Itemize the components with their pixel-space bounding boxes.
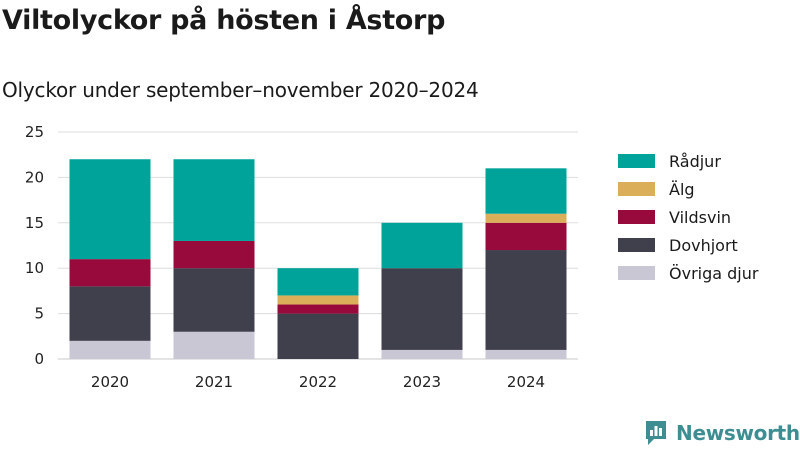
legend-swatch (618, 238, 655, 252)
bar-segment (173, 268, 255, 332)
y-tick-label: 20 (25, 168, 44, 186)
legend-label: Övriga djur (669, 263, 759, 283)
x-tick-label: 2024 (507, 373, 545, 391)
legend-item: Övriga djur (618, 259, 758, 287)
x-tick-label: 2022 (299, 373, 337, 391)
y-tick-label: 25 (25, 123, 44, 141)
legend-label: Vildsvin (669, 207, 732, 227)
legend-label: Dovhjort (669, 235, 738, 255)
bar-segment (485, 349, 567, 359)
bar-segment (173, 159, 255, 241)
bar-segment (381, 268, 463, 350)
chart-title: Viltolyckor på hösten i Åstorp (2, 5, 446, 36)
bar-segment (69, 340, 151, 359)
x-tick-label: 2023 (403, 373, 441, 391)
bar-segment (277, 304, 359, 314)
y-tick-label: 15 (25, 214, 44, 232)
bar-segment (381, 349, 463, 359)
bar-segment (485, 222, 567, 251)
y-tick-label: 0 (34, 350, 44, 368)
legend-label: Rådjur (669, 151, 721, 171)
legend-item: Rådjur (618, 147, 758, 175)
bar-segment (277, 268, 359, 296)
chart-legend: Rådjur Älg Vildsvin Dovhjort Övriga djur (618, 147, 758, 287)
y-tick-label: 10 (25, 259, 44, 277)
bar-segment (69, 286, 151, 341)
bar-segment (381, 222, 463, 269)
bar-segment (69, 259, 151, 287)
legend-swatch (618, 210, 655, 224)
bar-segment (485, 250, 567, 350)
legend-item: Vildsvin (618, 203, 758, 231)
bar-segment (277, 295, 359, 305)
x-tick-label: 2021 (195, 373, 233, 391)
brand-logo: Newsworthy (644, 419, 800, 447)
legend-swatch (618, 266, 655, 280)
chart-logo-icon (646, 421, 666, 445)
bar-segment (485, 213, 567, 223)
bar-segment (485, 168, 567, 214)
legend-item: Älg (618, 175, 758, 203)
bar-segment (69, 159, 151, 260)
x-tick-label: 2020 (91, 373, 129, 391)
y-tick-label: 5 (34, 305, 44, 323)
legend-swatch (618, 182, 655, 196)
bar-segment (173, 331, 255, 359)
bar-segment (173, 240, 255, 269)
legend-swatch (618, 154, 655, 168)
legend-label: Älg (669, 179, 695, 199)
bar-segment (277, 313, 359, 359)
legend-item: Dovhjort (618, 231, 758, 259)
chart-subtitle: Olyckor under september–november 2020–20… (2, 78, 479, 102)
brand-name: Newsworthy (676, 421, 800, 445)
